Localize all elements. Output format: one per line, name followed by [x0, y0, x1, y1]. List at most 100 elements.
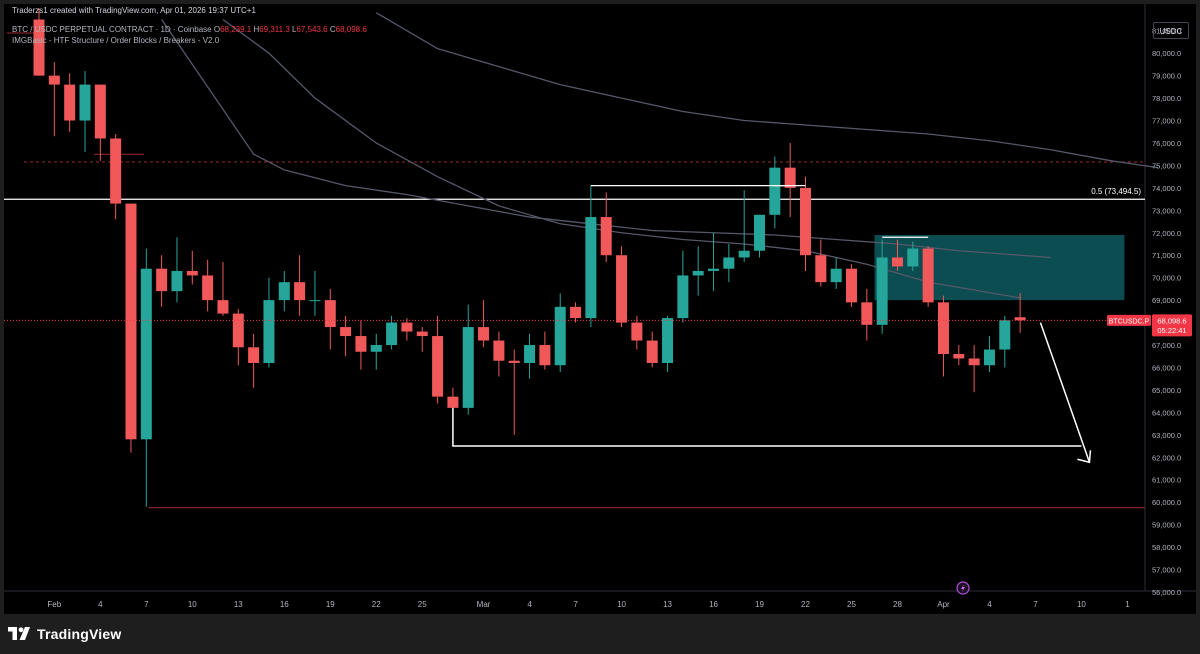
candle[interactable] — [830, 257, 842, 289]
candle[interactable] — [708, 232, 720, 292]
candle-body — [447, 396, 459, 408]
candle[interactable] — [386, 315, 398, 350]
candle[interactable] — [677, 250, 689, 323]
price-tick-label: 63,000.0 — [1152, 431, 1181, 440]
candle[interactable] — [202, 259, 214, 312]
candle[interactable] — [125, 203, 137, 453]
candle-body — [585, 217, 597, 319]
candle[interactable] — [754, 214, 766, 258]
candle[interactable] — [508, 349, 520, 435]
candle-body — [631, 322, 643, 341]
candle[interactable] — [876, 239, 888, 334]
chart-canvas[interactable]: 0.5 (73,494.5) 81,000.0 80,000.0 79,000.0 7… — [4, 4, 1196, 614]
order-block-zone[interactable] — [874, 235, 1125, 301]
candle[interactable] — [33, 8, 45, 76]
candle[interactable] — [631, 315, 643, 350]
candle[interactable] — [462, 304, 474, 415]
candle[interactable] — [891, 239, 903, 271]
candle[interactable] — [800, 176, 811, 271]
candle[interactable] — [324, 288, 336, 350]
date-tick-label: 16 — [709, 600, 718, 609]
candle[interactable] — [171, 237, 183, 303]
candle[interactable] — [692, 246, 704, 296]
candle[interactable] — [570, 302, 582, 323]
candle-body — [815, 255, 827, 283]
candle[interactable] — [401, 318, 413, 341]
candle[interactable] — [355, 320, 367, 370]
candle[interactable] — [983, 336, 995, 372]
candle-body — [539, 345, 551, 366]
candle[interactable] — [953, 345, 965, 366]
candle[interactable] — [999, 315, 1011, 368]
candle[interactable] — [48, 62, 60, 137]
candle-body — [907, 248, 919, 267]
liquidity-target-line[interactable] — [452, 407, 1082, 447]
candle-body — [370, 345, 382, 352]
alert-icon[interactable] — [956, 581, 970, 595]
candle[interactable] — [432, 315, 444, 404]
chart-frame[interactable]: 0.5 (73,494.5) 81,000.0 80,000.0 79,000.0 7… — [4, 4, 1196, 614]
candle[interactable] — [937, 295, 949, 377]
candle[interactable] — [600, 192, 612, 262]
candle[interactable] — [861, 288, 873, 341]
candle[interactable] — [554, 293, 566, 372]
candle[interactable] — [922, 246, 934, 307]
candle[interactable] — [769, 156, 781, 229]
currency-button[interactable]: USDC — [1153, 22, 1189, 39]
candle[interactable] — [524, 333, 536, 379]
price-tick-label: 78,000.0 — [1152, 94, 1181, 103]
candle-body — [386, 322, 398, 346]
candle[interactable] — [907, 241, 919, 271]
candle[interactable] — [370, 333, 382, 370]
candle[interactable] — [309, 270, 321, 316]
candle[interactable] — [585, 185, 597, 328]
candle[interactable] — [662, 315, 674, 372]
candle[interactable] — [64, 73, 76, 132]
candle[interactable] — [738, 190, 750, 262]
candle[interactable] — [94, 84, 106, 161]
candle[interactable] — [646, 331, 658, 368]
candle-body — [937, 302, 949, 355]
candle[interactable] — [968, 345, 980, 393]
candle[interactable] — [263, 277, 275, 368]
candle[interactable] — [723, 244, 735, 283]
candle[interactable] — [79, 71, 91, 152]
symbol-price-tag[interactable]: BTCUSDC.P — [1107, 314, 1151, 326]
price-tick-label: 62,000.0 — [1152, 453, 1181, 462]
candle[interactable] — [539, 331, 551, 370]
candle-body — [48, 75, 60, 85]
price-tick-label: 79,000.0 — [1152, 72, 1181, 81]
candle-body — [830, 268, 842, 283]
candle-body — [493, 340, 505, 361]
tradingview-brand[interactable]: TradingView — [8, 626, 121, 642]
current-price-tag[interactable]: 68,098.605:22:41 — [1152, 314, 1192, 337]
candle-body — [401, 322, 413, 332]
date-tick-label: 10 — [188, 600, 197, 609]
candle[interactable] — [416, 327, 428, 352]
candle[interactable] — [1014, 293, 1026, 333]
date-tick-label: 22 — [372, 600, 381, 609]
candle[interactable] — [493, 331, 505, 377]
candle[interactable] — [248, 333, 260, 388]
candle[interactable] — [845, 264, 857, 307]
candle[interactable] — [186, 250, 198, 285]
candle[interactable] — [156, 255, 168, 307]
candle[interactable] — [110, 133, 122, 220]
candle[interactable] — [340, 315, 352, 357]
candle[interactable] — [478, 300, 490, 348]
candle[interactable] — [815, 239, 827, 287]
candle[interactable] — [294, 255, 306, 316]
indicator-legend[interactable]: IMGBasic - HTF Structure / Order Blocks … — [12, 36, 220, 45]
candle[interactable] — [140, 248, 152, 507]
date-tick-label: 7 — [144, 600, 149, 609]
candle[interactable] — [217, 261, 229, 316]
projection-arrow-shaft[interactable] — [1039, 322, 1091, 463]
chart-background — [4, 4, 1196, 614]
candle[interactable] — [784, 142, 796, 218]
candle-body — [738, 250, 750, 258]
candle[interactable] — [232, 309, 244, 366]
candle[interactable] — [278, 270, 290, 312]
date-tick-label: 13 — [234, 600, 243, 609]
symbol-legend[interactable]: BTC / USDC PERPETUAL CONTRACT · 1D · Coi… — [12, 25, 367, 34]
candle[interactable] — [616, 246, 628, 328]
